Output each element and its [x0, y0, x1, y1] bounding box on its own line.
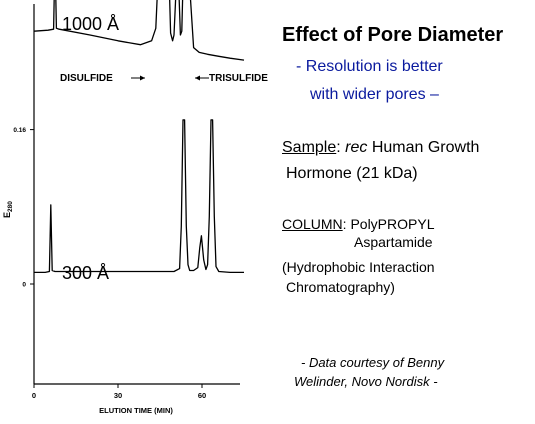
trisulfide-arrowhead: [195, 75, 200, 81]
y-axis-label-sub: 280: [7, 201, 14, 212]
sample-rest: Human Growth: [367, 139, 480, 156]
annotation-disulfide: DISULFIDE: [60, 73, 113, 84]
text-panel: Effect of Pore Diameter - Resolution is …: [270, 0, 535, 424]
chromatogram-traces: [33, 0, 245, 274]
column-line-2: Aspartamide: [354, 234, 433, 250]
y-axis-label-main: E: [2, 212, 12, 218]
slide-title: Effect of Pore Diameter: [282, 24, 504, 46]
column-line-1: COLUMN: PolyPROPYL: [282, 216, 435, 232]
credit-line-1: - Data courtesy of Benny: [301, 355, 445, 370]
x-tick-label: 0: [32, 391, 36, 400]
series-label-300: 300 Å: [62, 263, 109, 283]
bullet-line-2: with wider pores –: [310, 86, 439, 103]
y-axis-label: E280: [2, 201, 14, 218]
column-rest: : PolyPROPYL: [342, 216, 435, 232]
x-axis-label: ELUTION TIME (MIN): [99, 406, 173, 415]
x-tick-label: 30: [114, 391, 122, 400]
sample-label: Sample: [282, 139, 337, 156]
y-ticks: 0.16 0: [13, 127, 34, 289]
bullet-line-1: - Resolution is better: [296, 58, 443, 75]
hic-line-1: (Hydrophobic Interaction: [282, 259, 435, 275]
x-tick-label: 60: [198, 391, 206, 400]
hic-line-2: Chromatography): [286, 279, 395, 295]
y-tick-label: 0.16: [13, 127, 26, 134]
disulfide-arrowhead: [140, 75, 145, 81]
x-ticks: 0 30 60: [32, 384, 206, 400]
credit-line-2: Welinder, Novo Nordisk -: [294, 374, 438, 389]
annotation-trisulfide: TRISULFIDE: [209, 73, 268, 84]
sample-italic: rec: [345, 139, 368, 156]
sample-sep: :: [336, 139, 346, 156]
column-label: COLUMN: [282, 216, 343, 232]
y-tick-label: 0: [22, 282, 26, 289]
series-label-1000: 1000 Å: [62, 14, 119, 34]
trace-1000-angstrom: [33, 0, 245, 61]
chromatogram-chart: 0 30 60 0.16 0 1000 Å 300 Å DISULFIDE TRISU…: [2, 0, 268, 415]
sample-line-1: Sample: rec Human Growth: [282, 139, 479, 157]
sample-line-2: Hormone (21 kDa): [286, 165, 418, 182]
trace-300-angstrom: [34, 119, 244, 274]
